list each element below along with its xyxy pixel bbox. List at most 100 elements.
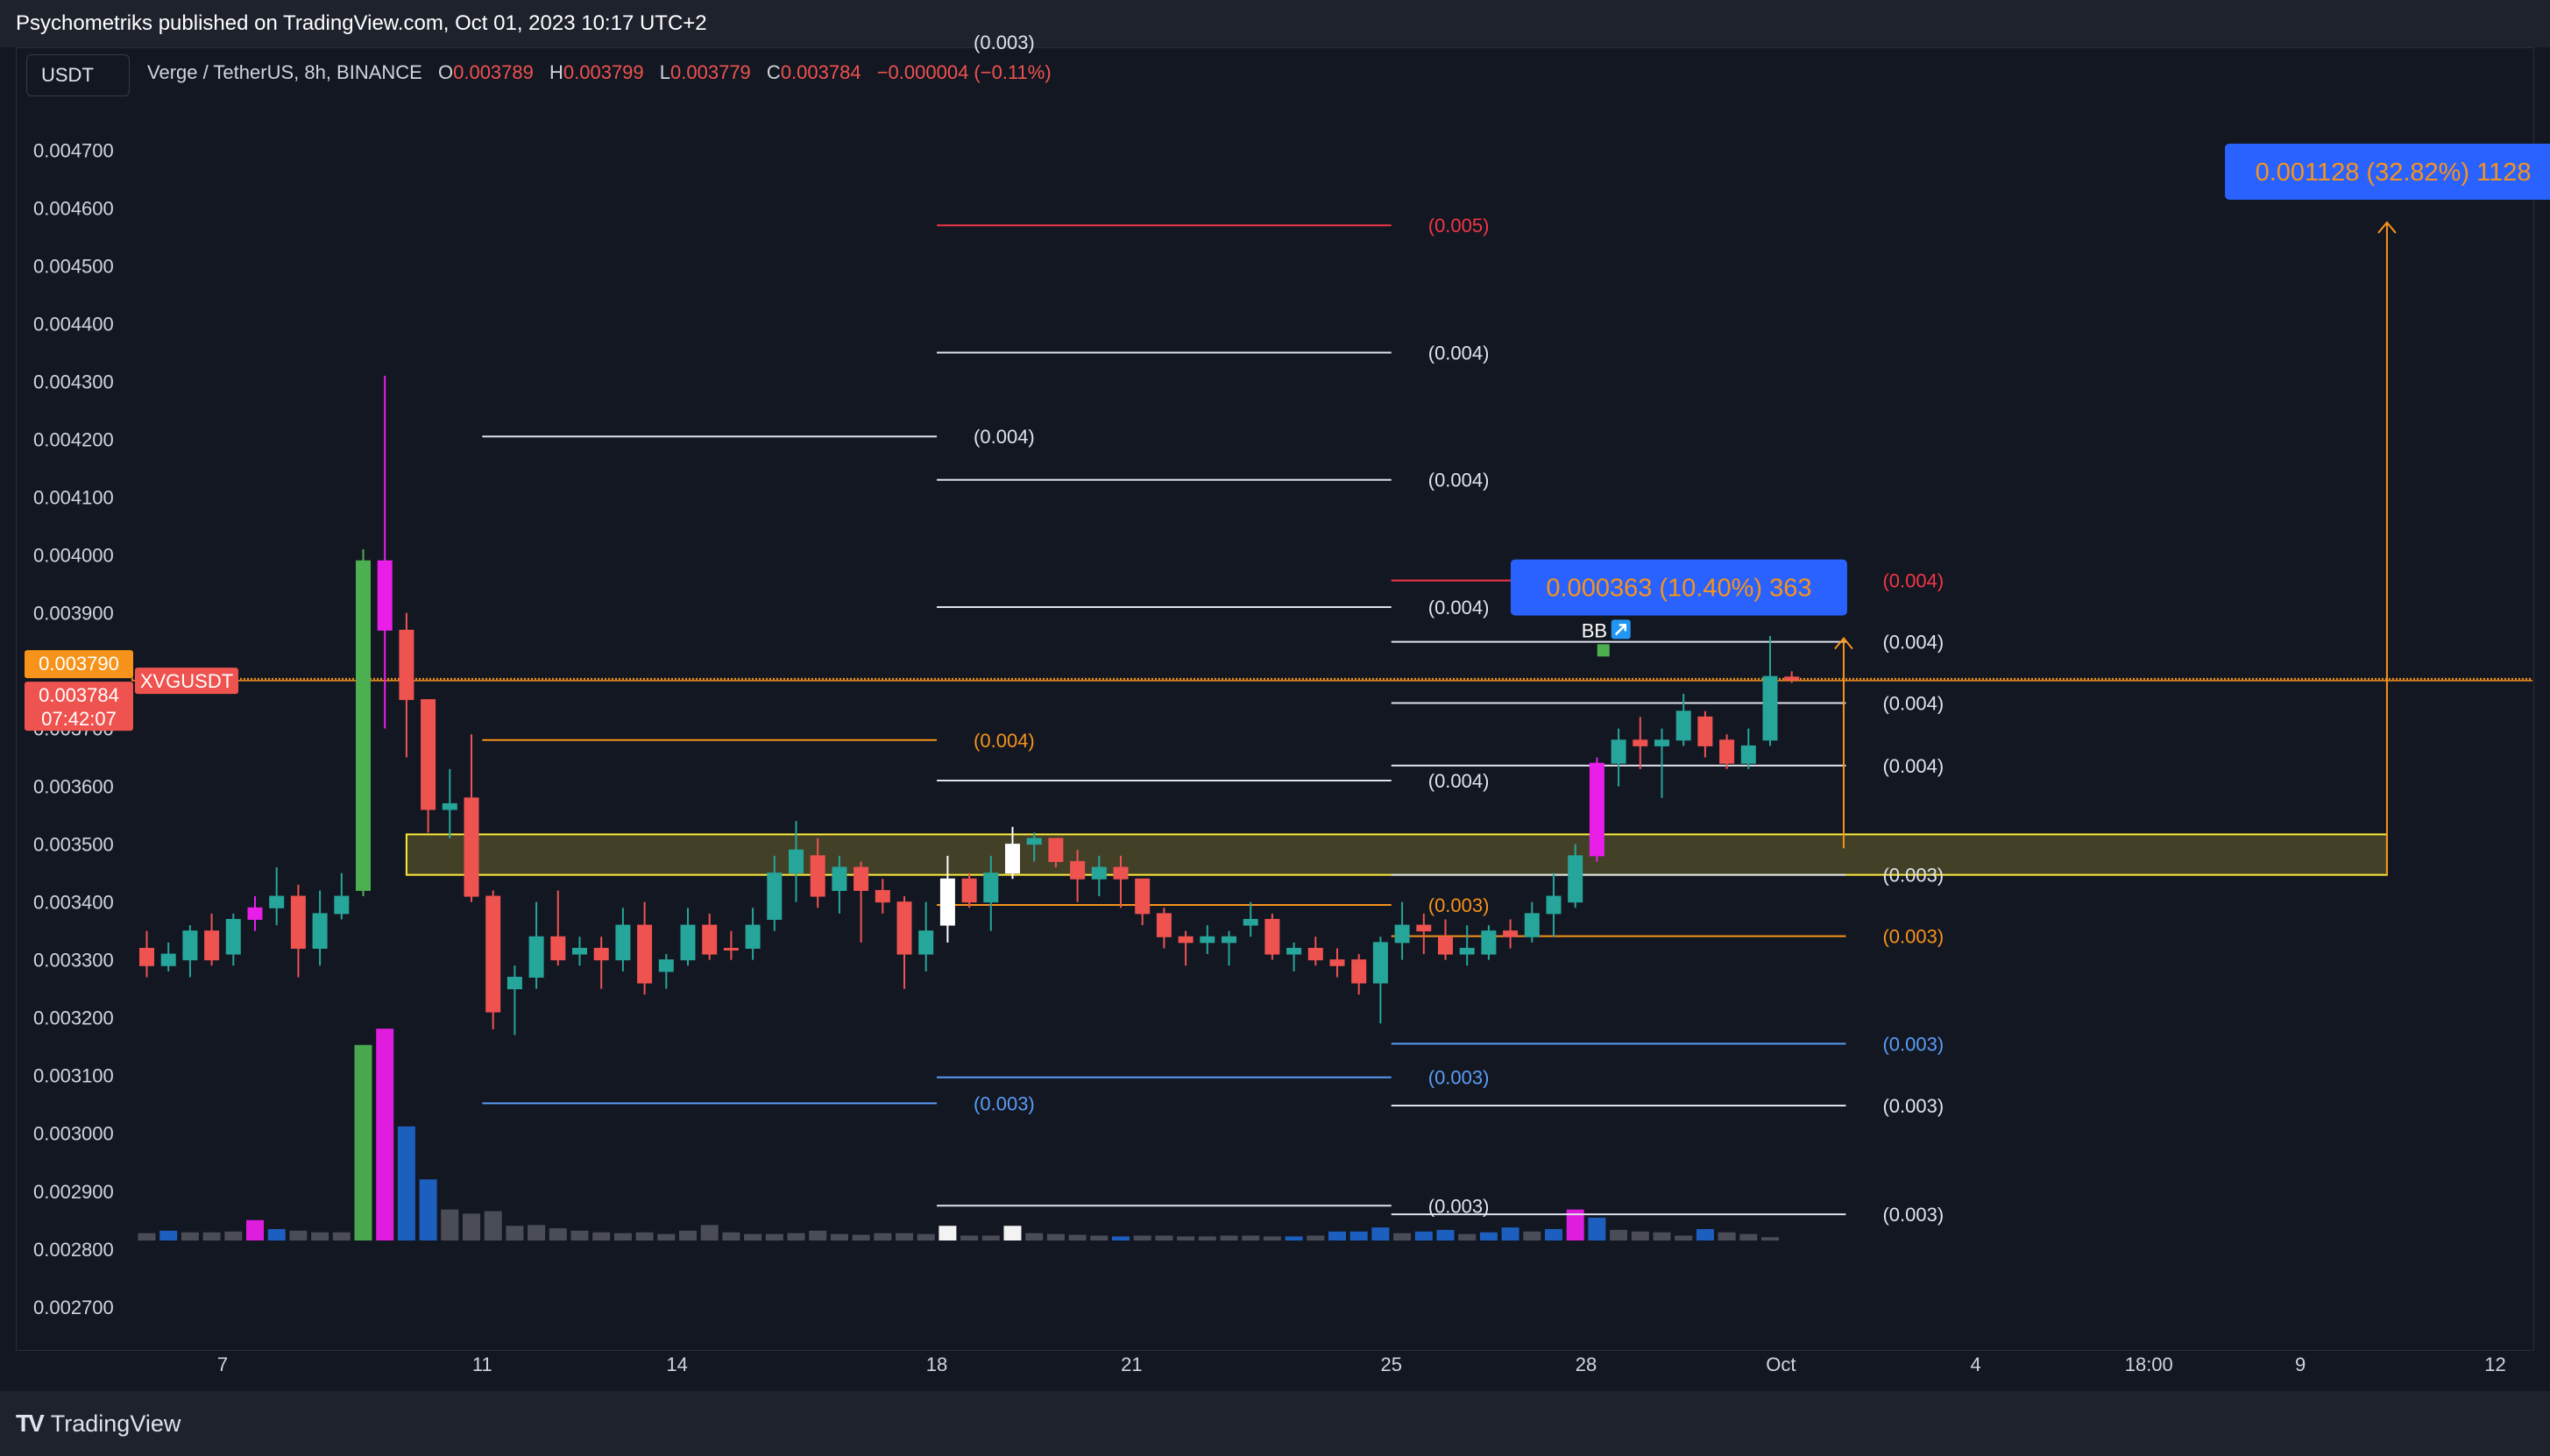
candle[interactable] [1156, 913, 1172, 937]
candle[interactable] [1243, 918, 1258, 926]
candle[interactable] [875, 889, 890, 903]
candle[interactable] [421, 699, 436, 810]
candle[interactable] [767, 873, 783, 920]
candle[interactable] [1611, 739, 1626, 764]
candle[interactable] [1351, 959, 1367, 984]
open-value: 0.003789 [453, 61, 534, 83]
candle[interactable] [464, 797, 479, 897]
candle[interactable] [247, 907, 263, 920]
price-tag[interactable] [25, 650, 133, 679]
volume-bar [1242, 1235, 1260, 1240]
volume-bar [960, 1235, 979, 1240]
candle[interactable] [1307, 947, 1323, 961]
candle[interactable] [1026, 838, 1042, 845]
volume-bar [657, 1233, 676, 1240]
candle[interactable] [356, 560, 371, 891]
measure-label-box[interactable] [1510, 559, 1847, 616]
measure-label-box[interactable] [2225, 143, 2550, 200]
candle[interactable] [290, 895, 306, 949]
candle[interactable] [1524, 913, 1540, 937]
candle[interactable] [1286, 947, 1302, 955]
candle[interactable] [1654, 739, 1669, 746]
candle[interactable] [204, 930, 220, 961]
candle[interactable] [918, 930, 934, 955]
candle[interactable] [789, 849, 804, 874]
candle[interactable] [939, 878, 955, 926]
candle[interactable] [1481, 930, 1497, 955]
candle[interactable] [1178, 936, 1194, 944]
candle[interactable] [637, 924, 653, 984]
candle[interactable] [832, 866, 847, 891]
candle[interactable] [1784, 676, 1800, 681]
candle[interactable] [1589, 762, 1604, 857]
volume-bar [202, 1232, 221, 1240]
level-label: (0.004) [1428, 470, 1490, 491]
candle[interactable] [983, 873, 999, 903]
candle[interactable] [528, 936, 544, 978]
candle[interactable] [377, 560, 393, 631]
candle[interactable] [593, 947, 609, 961]
measure-label: 0.000363 (10.40%) 363 [1546, 575, 1811, 603]
candle[interactable] [854, 866, 869, 891]
candle[interactable] [442, 802, 457, 810]
candle[interactable] [1546, 895, 1562, 915]
candle[interactable] [1222, 936, 1236, 944]
candle[interactable] [1372, 942, 1388, 984]
candle[interactable] [160, 953, 176, 966]
candle[interactable] [269, 895, 285, 908]
candle[interactable] [1394, 924, 1410, 944]
candle[interactable] [1740, 745, 1756, 764]
price-tag[interactable] [25, 682, 133, 732]
candle[interactable] [745, 924, 761, 949]
volume-bar [1545, 1228, 1562, 1240]
candle[interactable] [1459, 947, 1475, 955]
candle[interactable] [680, 924, 696, 961]
candle[interactable] [1091, 866, 1107, 880]
candle[interactable] [1329, 959, 1345, 966]
symbol-title[interactable]: Verge / TetherUS, 8h, BINANCE [147, 61, 422, 83]
candle[interactable] [702, 924, 718, 955]
candle[interactable] [550, 936, 566, 961]
candle[interactable] [225, 918, 241, 955]
candle[interactable] [1416, 924, 1432, 932]
candle[interactable] [399, 629, 414, 701]
candle[interactable] [182, 930, 198, 961]
candle[interactable] [723, 947, 739, 951]
candle[interactable] [334, 895, 350, 915]
candle[interactable] [506, 976, 522, 990]
candle[interactable] [1048, 838, 1064, 862]
candle[interactable] [1113, 866, 1129, 880]
volume-bar [376, 1028, 394, 1240]
candle[interactable] [312, 913, 328, 949]
footer-bar: TV TradingView [0, 1391, 2550, 1456]
candle[interactable] [1568, 855, 1583, 903]
candle[interactable] [1719, 739, 1735, 764]
candle[interactable] [896, 901, 912, 955]
candle[interactable] [1264, 918, 1280, 955]
candle[interactable] [615, 924, 631, 961]
candle[interactable] [1200, 936, 1215, 944]
candle[interactable] [1005, 844, 1020, 874]
candle[interactable] [485, 895, 501, 1013]
candle[interactable] [1697, 716, 1713, 746]
candle[interactable] [139, 947, 154, 966]
candle[interactable] [572, 947, 587, 955]
volume-bar [1090, 1235, 1109, 1240]
candle[interactable] [658, 959, 674, 972]
candle[interactable] [810, 855, 825, 897]
candle[interactable] [961, 878, 977, 903]
symbol-tag[interactable] [135, 668, 238, 695]
y-tick-label: 0.004700 [33, 139, 114, 161]
candle[interactable] [1135, 878, 1151, 915]
candle[interactable] [1675, 710, 1691, 741]
candle[interactable] [1503, 930, 1519, 937]
candle[interactable] [1070, 860, 1086, 880]
candle[interactable] [1438, 936, 1453, 955]
currency-unit-button[interactable]: USDT [26, 54, 130, 96]
support-zone[interactable] [405, 833, 2388, 876]
candle[interactable] [1762, 675, 1778, 741]
high-value: 0.003799 [563, 61, 644, 83]
tradingview-logo[interactable]: TV TradingView [16, 1410, 181, 1438]
candle[interactable] [1633, 739, 1648, 746]
